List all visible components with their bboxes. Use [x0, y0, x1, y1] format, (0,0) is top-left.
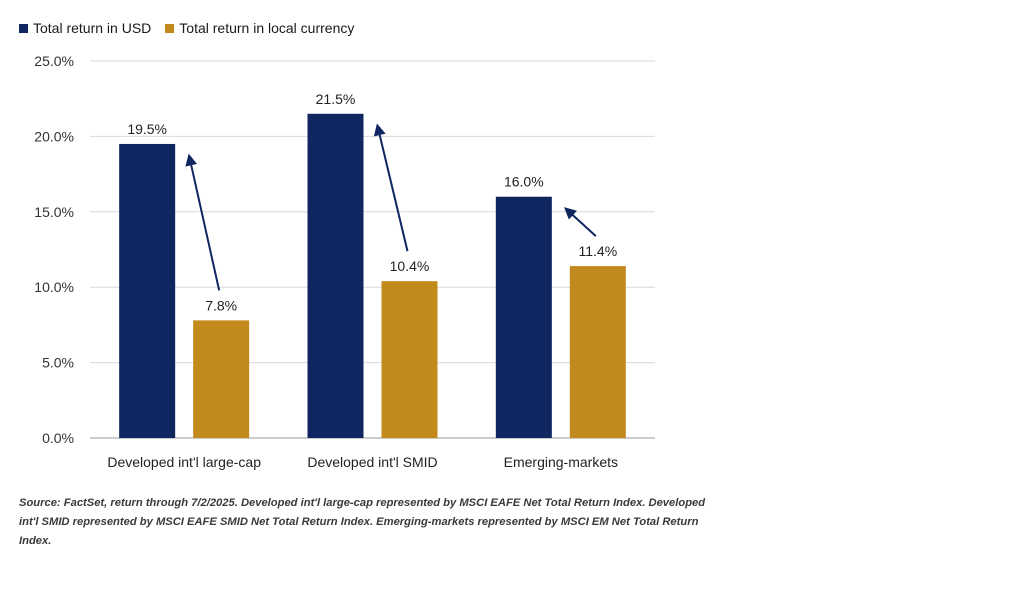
bar-local: [569, 266, 626, 438]
legend-swatch-usd: [19, 23, 28, 33]
y-tick-label: 25.0%: [34, 53, 74, 69]
data-label: 7.8%: [205, 297, 237, 313]
x-tick-label: Developed int'l large-cap: [107, 454, 261, 470]
y-tick-label: 10.0%: [34, 279, 74, 295]
legend-label-usd: Total return in USD: [33, 20, 152, 36]
bar-usd: [307, 113, 364, 438]
data-label: 10.4%: [390, 258, 430, 274]
data-label: 21.5%: [316, 91, 356, 107]
y-tick-label: 0.0%: [42, 430, 74, 446]
data-label: 11.4%: [578, 243, 617, 259]
y-tick-label: 5.0%: [42, 355, 74, 371]
annotation-arrow: [564, 207, 597, 237]
bar-local: [193, 320, 250, 438]
bar-local: [381, 281, 438, 438]
y-tick-label: 15.0%: [34, 204, 74, 220]
legend-label-local: Total return in local currency: [179, 20, 355, 36]
data-label: 16.0%: [504, 174, 544, 190]
bar-usd: [119, 143, 176, 438]
chart-legend: Total return in USD Total return in loca…: [19, 20, 368, 36]
legend-item-local: Total return in local currency: [165, 20, 354, 36]
legend-item-usd: Total return in USD: [19, 20, 151, 36]
y-tick-label: 20.0%: [34, 128, 74, 144]
legend-swatch-local: [165, 23, 175, 33]
x-tick-label: Developed int'l SMID: [307, 454, 437, 470]
annotation-arrow: [373, 123, 409, 252]
bar-usd: [495, 196, 552, 438]
data-label: 19.5%: [127, 121, 167, 137]
source-note: Source: FactSet, return through 7/2/2025…: [19, 497, 706, 547]
x-tick-label: Emerging-markets: [504, 454, 618, 470]
annotation-arrow: [185, 153, 221, 291]
